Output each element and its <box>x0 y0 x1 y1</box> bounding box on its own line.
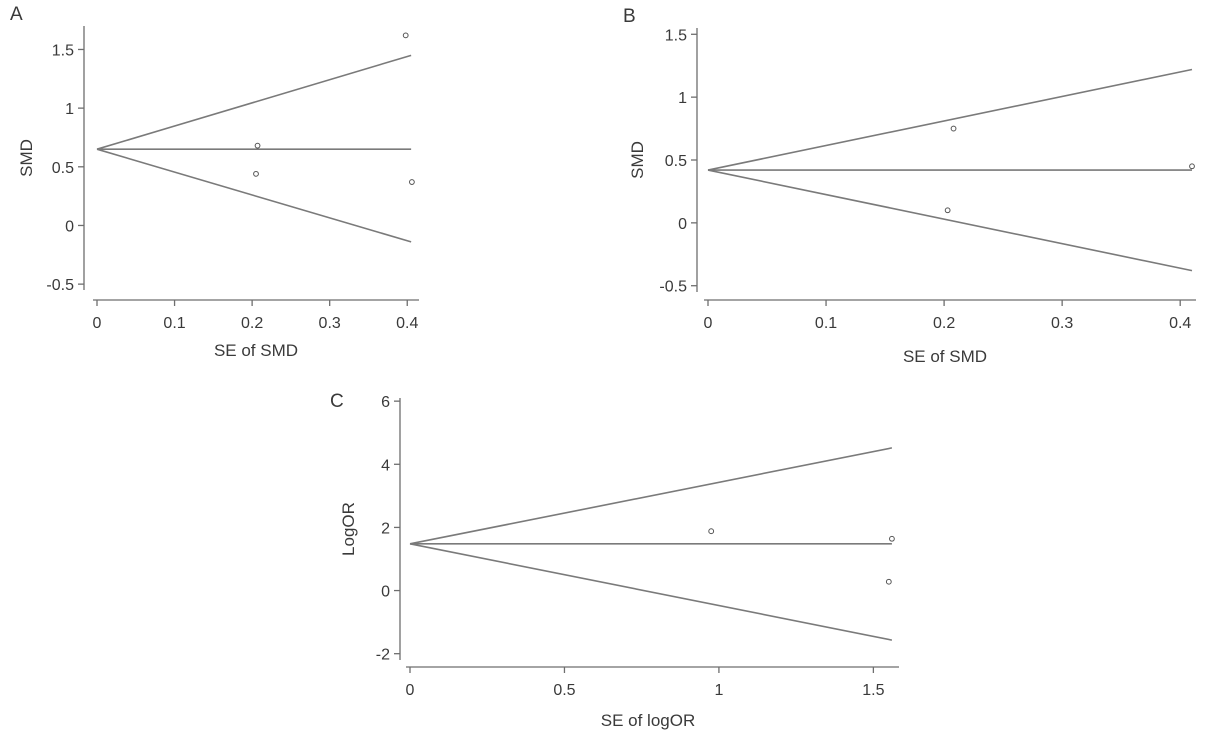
funnel-upper-limit-line <box>409 447 893 545</box>
x-tick-label: 0.1 <box>163 315 185 332</box>
y-tick-label: 1.5 <box>52 42 74 59</box>
x-tick-label: 0.1 <box>815 315 837 332</box>
study-point <box>1189 163 1195 170</box>
x-tick-label: 0.2 <box>241 315 263 332</box>
study-point <box>402 32 409 39</box>
panel-label: A <box>10 4 23 25</box>
x-axis-title: SE of SMD <box>903 347 987 366</box>
x-tick-label: 0.2 <box>933 315 955 332</box>
funnel-plot-panel-a: -0.5 0 0.5 1 1.5 0 0.1 0.2 0.3 0.4 A SMD SE of SMD <box>10 4 419 360</box>
x-tick-label: 0 <box>704 315 713 332</box>
y-axis-title: SMD <box>17 139 36 177</box>
y-tick-label: 0 <box>678 216 687 233</box>
y-tick-label: -2 <box>376 647 390 664</box>
y-tick-label: 6 <box>381 394 390 411</box>
panel-label: B <box>623 6 636 27</box>
study-point <box>708 528 715 535</box>
y-tick-label: 1.5 <box>665 27 687 44</box>
y-tick-label: 2 <box>381 520 390 537</box>
panel-label: C <box>330 391 344 412</box>
study-point <box>885 578 892 585</box>
y-tick-label: 0.5 <box>52 160 74 177</box>
funnel-upper-limit-line <box>707 68 1193 171</box>
y-tick-label: 0.5 <box>665 153 687 170</box>
y-tick-label: -0.5 <box>659 279 687 296</box>
y-tick-label: 0 <box>65 218 74 235</box>
funnel-upper-limit-line <box>96 54 412 150</box>
funnel-lower-limit-line <box>707 169 1193 272</box>
funnel-lower-limit-line <box>409 543 893 641</box>
x-tick-label: 0.5 <box>553 682 575 699</box>
x-tick-label: 0 <box>93 315 102 332</box>
y-axis-title: LogOR <box>339 502 358 556</box>
x-tick-label: 0.4 <box>1169 315 1191 332</box>
x-axis-title: SE of SMD <box>214 341 298 360</box>
study-point <box>950 125 957 132</box>
x-tick-label: 0.3 <box>319 315 341 332</box>
study-point <box>889 535 895 542</box>
y-tick-label: 0 <box>381 584 390 601</box>
x-tick-label: 0.3 <box>1051 315 1073 332</box>
study-point <box>408 179 415 185</box>
x-tick-label: 1.5 <box>862 682 884 699</box>
x-axis-title: SE of logOR <box>601 711 696 730</box>
funnel-plot-panel-c: -2 0 2 4 6 0 0.5 1 1.5 C LogOR SE of logOR <box>330 391 899 730</box>
study-point <box>253 170 259 177</box>
y-axis-title: SMD <box>628 141 647 179</box>
y-tick-label: 1 <box>678 90 687 107</box>
y-tick-label: -0.5 <box>46 277 74 294</box>
study-point <box>944 207 951 214</box>
y-tick-label: 1 <box>65 101 74 118</box>
funnel-plot-panel-b: -0.5 0 0.5 1 1.5 0 0.1 0.2 0.3 0.4 B SMD SE of SMD <box>623 6 1196 366</box>
study-point <box>254 142 261 149</box>
y-tick-label: 4 <box>381 457 390 474</box>
x-tick-label: 0.4 <box>396 315 418 332</box>
x-tick-label: 1 <box>714 682 723 699</box>
x-tick-label: 0 <box>406 682 415 699</box>
funnel-lower-limit-line <box>96 148 412 243</box>
